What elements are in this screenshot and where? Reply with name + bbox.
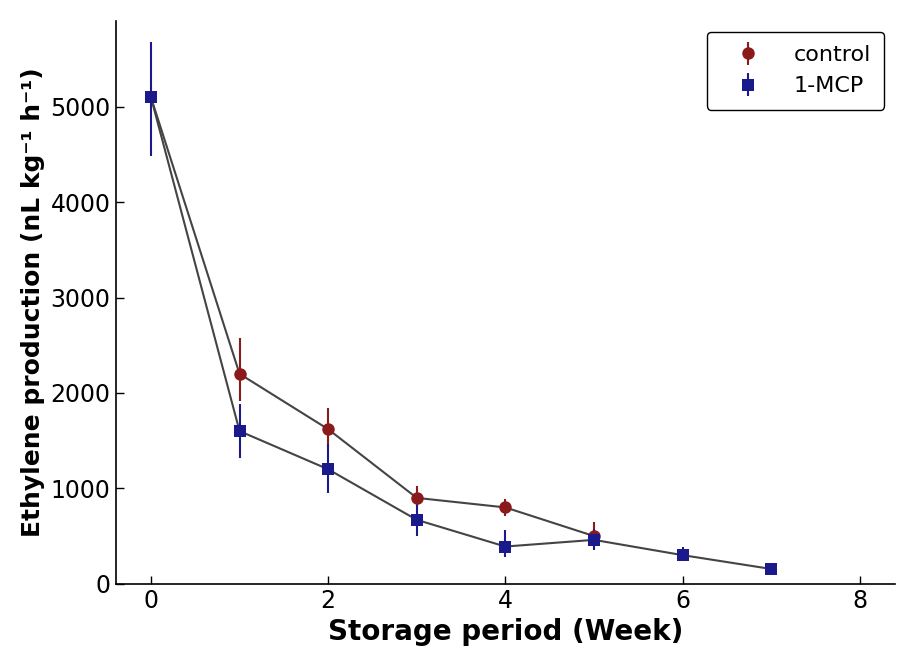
Legend: control, 1-MCP: control, 1-MCP	[706, 32, 884, 110]
X-axis label: Storage period (Week): Storage period (Week)	[328, 618, 683, 646]
Y-axis label: Ethylene production (nL kg⁻¹ h⁻¹): Ethylene production (nL kg⁻¹ h⁻¹)	[21, 67, 45, 537]
